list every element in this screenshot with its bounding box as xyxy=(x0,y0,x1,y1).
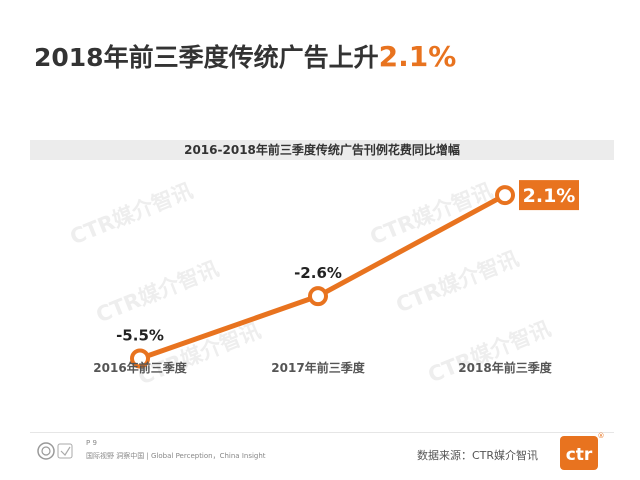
page-number: P 9 xyxy=(86,439,97,447)
data-point xyxy=(495,185,515,206)
data-source: 数据来源：CTR媒介智讯 xyxy=(416,449,538,462)
ctr-logo-icon: ctr ® xyxy=(560,432,605,470)
x-tick-label: 2017年前三季度 xyxy=(271,360,365,375)
certification-logos-icon xyxy=(37,442,73,460)
chart-title: 2016-2018年前三季度传统广告刊例花费同比增幅 xyxy=(184,143,460,157)
page-title: 2018年前三季度传统广告上升2.1% xyxy=(34,38,456,74)
data-label: -5.5% xyxy=(116,327,164,345)
ctr-logo-mark: ® xyxy=(598,432,605,440)
ctr-logo-text: ctr xyxy=(566,445,593,465)
data-label-box xyxy=(519,180,579,211)
data-label: -2.6% xyxy=(294,264,342,282)
data-label: 2.1% xyxy=(523,185,576,207)
page-title-value: 2.1% xyxy=(378,40,457,73)
x-tick-label: 2018年前三季度 xyxy=(458,360,552,375)
footer-divider xyxy=(30,432,614,433)
chart-title-band: 2016-2018年前三季度传统广告刊例花费同比增幅 xyxy=(30,140,614,160)
data-point xyxy=(308,286,328,307)
x-tick-label: 2016年前三季度 xyxy=(93,360,187,375)
data-point xyxy=(130,348,150,369)
page-title-text: 2018年前三季度传统广告上升 xyxy=(34,43,379,72)
footer-tagline: 国际视野 洞察中国 | Global Perception，China Insi… xyxy=(86,452,266,460)
